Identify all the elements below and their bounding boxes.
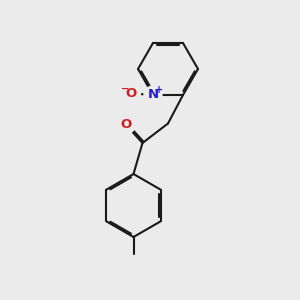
Text: −: − xyxy=(121,84,130,94)
Text: N: N xyxy=(147,88,159,101)
Text: O: O xyxy=(120,118,132,131)
Circle shape xyxy=(144,86,162,104)
Text: +: + xyxy=(155,85,163,95)
Circle shape xyxy=(117,116,135,134)
Text: O: O xyxy=(126,87,137,100)
Circle shape xyxy=(122,85,140,103)
